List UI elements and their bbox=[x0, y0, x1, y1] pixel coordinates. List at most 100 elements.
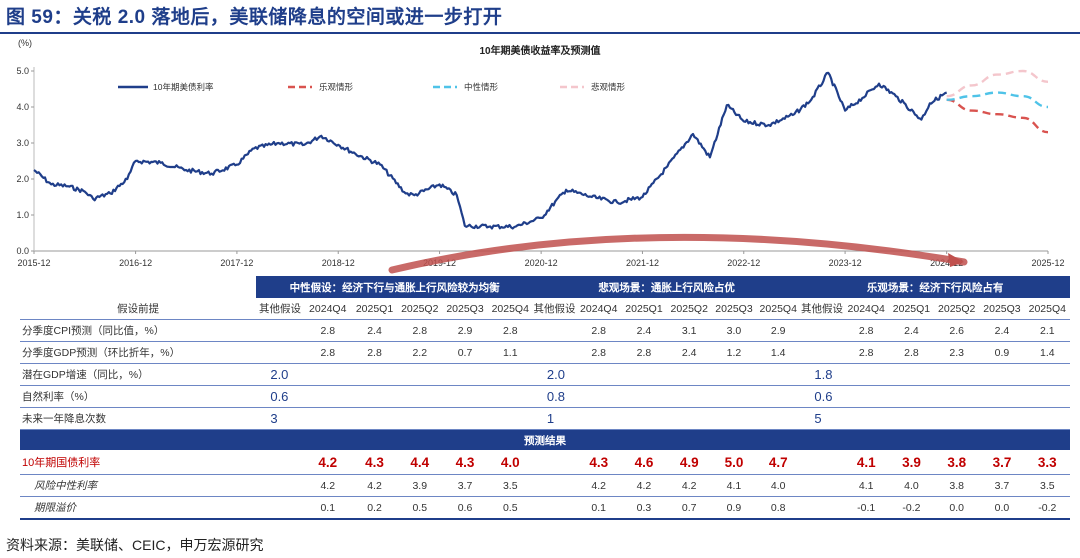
row-label: 未来一年降息次数 bbox=[20, 407, 257, 430]
legend-label: 中性情形 bbox=[464, 82, 499, 92]
value-cell: 4.2 bbox=[303, 474, 352, 497]
value-cell: 1.4 bbox=[1024, 341, 1070, 364]
value-cell: 0.1 bbox=[303, 496, 352, 520]
value-cell: 2.4 bbox=[666, 341, 712, 364]
yield-forecast-row: 10年期国债利率 4.2 4.3 4.4 4.3 4.0 4.3 4.6 4.9 5.0 4.7 4.… bbox=[20, 450, 1070, 475]
scenario-title: 悲观场景：通胀上行风险占优 bbox=[532, 276, 801, 298]
annotation-arc bbox=[388, 233, 968, 274]
x-tick-label: 2020-12 bbox=[525, 258, 558, 268]
figure-title: 图 59：关税 2.0 落地后，美联储降息的空间或进一步打开 bbox=[6, 7, 503, 28]
value-cell: 3.9 bbox=[888, 450, 935, 475]
x-tick-label: 2022-12 bbox=[727, 258, 760, 268]
value-cell: 0.1 bbox=[576, 496, 622, 520]
value-cell: 1.2 bbox=[711, 341, 757, 364]
value-cell: 4.2 bbox=[666, 474, 712, 497]
big-value-cell: 1.8 bbox=[800, 363, 1070, 386]
subheader-col: 2025Q3 bbox=[979, 298, 1025, 320]
value-cell: -0.2 bbox=[1024, 496, 1070, 520]
result-header: 预测结果 bbox=[20, 429, 1070, 450]
value-cell: 4.7 bbox=[756, 450, 801, 475]
y-tick-label: 0.0 bbox=[16, 246, 29, 256]
empty-cell bbox=[532, 450, 577, 475]
value-cell: 4.3 bbox=[351, 450, 398, 475]
assumption-big-row: 未来一年降息次数 3 1 5 bbox=[20, 407, 1070, 430]
value-cell: 0.7 bbox=[442, 341, 488, 364]
value-cell: 2.9 bbox=[756, 319, 801, 342]
value-cell: 2.2 bbox=[397, 341, 443, 364]
value-cell: 3.7 bbox=[442, 474, 488, 497]
x-tick-label: 2024-12 bbox=[930, 258, 963, 268]
value-cell: 4.6 bbox=[621, 450, 667, 475]
subheader-col: 2025Q3 bbox=[442, 298, 488, 320]
value-cell: 0.9 bbox=[979, 341, 1025, 364]
value-cell: 3.5 bbox=[487, 474, 533, 497]
empty-cell bbox=[800, 474, 844, 497]
y-tick-label: 5.0 bbox=[16, 66, 29, 76]
subheader-col: 2025Q2 bbox=[666, 298, 712, 320]
value-cell: 2.8 bbox=[397, 319, 443, 342]
value-cell: 2.8 bbox=[621, 341, 667, 364]
empty-cell bbox=[256, 450, 304, 475]
x-tick-label: 2017-12 bbox=[220, 258, 253, 268]
row-label: 自然利率（%） bbox=[20, 385, 257, 408]
yield-chart: (%) 10年期美债收益率及预测值 0.0 1.0 2.0 3.0 4.0 5.0 2015-1… bbox=[16, 38, 1065, 274]
forecast-table: 中性假设：经济下行与通胀上行风险较为均衡 悲观场景：通胀上行风险占优 乐观场景：经济… bbox=[20, 276, 1070, 520]
value-cell: 4.1 bbox=[843, 450, 889, 475]
value-cell: 3.8 bbox=[934, 450, 980, 475]
subheader-col: 其他假设 bbox=[532, 298, 577, 320]
series-line-forecast-2 bbox=[946, 91, 1049, 109]
empty-cell bbox=[532, 341, 577, 364]
value-cell: 3.9 bbox=[397, 474, 443, 497]
empty-cell bbox=[532, 496, 577, 520]
row-label: 期限溢价 bbox=[20, 496, 257, 520]
big-value-cell: 3 bbox=[256, 407, 533, 430]
chart-title: 10年期美债收益率及预测值 bbox=[479, 44, 600, 57]
big-value-cell: 0.6 bbox=[800, 385, 1070, 408]
value-cell: 3.3 bbox=[1024, 450, 1070, 475]
x-tick-label: 2025-12 bbox=[1031, 258, 1064, 268]
term-premium-row: 期限溢价 0.1 0.2 0.5 0.6 0.5 0.1 0.3 0.7 0.9 0.8 -0.1 -0… bbox=[20, 496, 1070, 520]
value-cell: 3.7 bbox=[979, 474, 1025, 497]
y-tick-label: 4.0 bbox=[16, 102, 29, 112]
value-cell: 2.4 bbox=[888, 319, 935, 342]
subheader-col: 2025Q2 bbox=[934, 298, 980, 320]
assumption-big-row: 自然利率（%） 0.6 0.8 0.6 bbox=[20, 385, 1070, 408]
y-tick-label: 1.0 bbox=[16, 210, 29, 220]
x-tick-label: 2023-12 bbox=[829, 258, 862, 268]
value-cell: 3.1 bbox=[666, 319, 712, 342]
empty-cell bbox=[532, 319, 577, 342]
subheader-col: 2025Q1 bbox=[888, 298, 935, 320]
legend-label: 10年期美债利率 bbox=[153, 82, 214, 92]
empty-cell bbox=[800, 450, 844, 475]
empty-cell bbox=[256, 474, 304, 497]
subheader-col: 2025Q4 bbox=[756, 298, 801, 320]
value-cell: 3.0 bbox=[711, 319, 757, 342]
value-cell: -0.2 bbox=[888, 496, 935, 520]
risk-neutral-row: 风险中性利率 4.2 4.2 3.9 3.7 3.5 4.2 4.2 4.2 4.1 4.0 4.1 4… bbox=[20, 474, 1070, 497]
row-label: 分季度GDP预测（环比折年，%） bbox=[20, 341, 257, 364]
value-cell: 0.2 bbox=[351, 496, 398, 520]
subheader-col: 2024Q4 bbox=[576, 298, 622, 320]
value-cell: 0.5 bbox=[487, 496, 533, 520]
empty-cell bbox=[256, 341, 304, 364]
value-cell: 2.4 bbox=[621, 319, 667, 342]
scenario-title: 中性假设：经济下行与通胀上行风险较为均衡 bbox=[256, 276, 533, 298]
value-cell: 4.0 bbox=[756, 474, 801, 497]
value-cell: 4.3 bbox=[576, 450, 622, 475]
subheader-col: 2025Q1 bbox=[621, 298, 667, 320]
value-cell: 2.8 bbox=[487, 319, 533, 342]
x-tick-label: 2018-12 bbox=[322, 258, 355, 268]
value-cell: 0.7 bbox=[666, 496, 712, 520]
value-cell: 0.9 bbox=[711, 496, 757, 520]
value-cell: 4.1 bbox=[711, 474, 757, 497]
value-cell: 2.8 bbox=[303, 341, 352, 364]
empty-cell bbox=[800, 319, 844, 342]
empty-cell bbox=[800, 341, 844, 364]
value-cell: 4.9 bbox=[666, 450, 712, 475]
empty-cell bbox=[800, 496, 844, 520]
assumption-row: 分季度CPI预测（同比值，%） 2.8 2.4 2.8 2.9 2.8 2.8 2.4 3.1 3… bbox=[20, 319, 1070, 342]
subheader-col: 2025Q2 bbox=[397, 298, 443, 320]
big-value-cell: 5 bbox=[800, 407, 1070, 430]
scenario-title: 乐观场景：经济下行风险占有 bbox=[800, 276, 1070, 298]
value-cell: 2.8 bbox=[843, 319, 889, 342]
